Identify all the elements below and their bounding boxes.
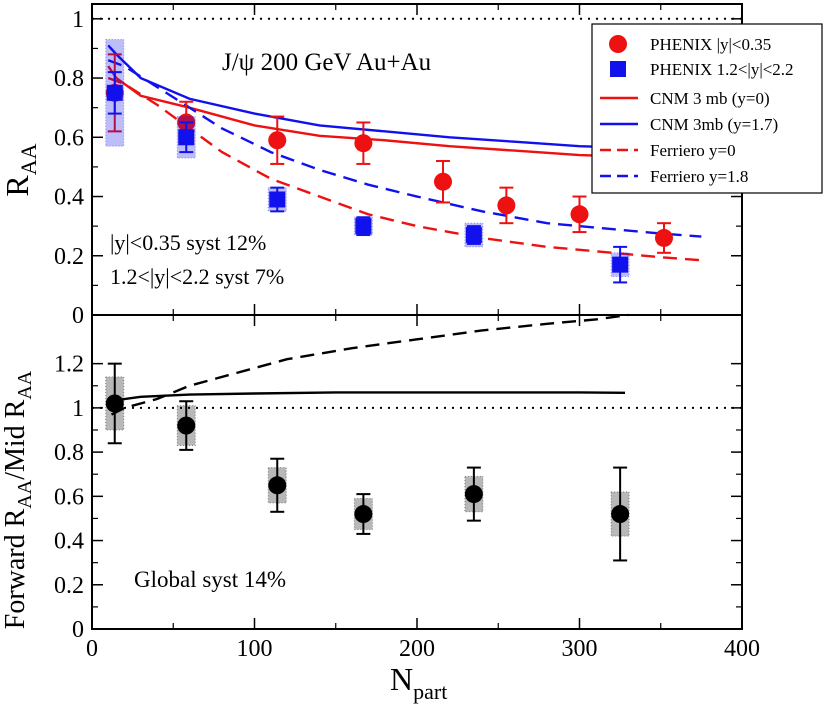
data-point <box>105 394 124 413</box>
data-point <box>178 129 195 146</box>
y-tick-label: 0.4 <box>54 529 84 555</box>
series-line <box>111 391 626 403</box>
forward-syst-annotation: 1.2<|y|<2.2 syst 7% <box>110 264 284 289</box>
ratio-label-sub1: AA <box>14 479 36 508</box>
ratio-label-part1: Forward R <box>0 508 31 629</box>
legend-box <box>591 23 823 194</box>
x-label-main: N <box>390 661 413 697</box>
y-tick-label: 0.2 <box>54 573 84 599</box>
y-tick-label: 0.2 <box>54 244 84 270</box>
data-point <box>497 196 516 215</box>
global-syst-annotation: Global syst 14% <box>134 567 286 592</box>
data-point <box>355 218 372 235</box>
chart-title: J/ψ 200 GeV Au+Au <box>222 49 432 76</box>
raa-panel: 0 0.2 0.4 0.6 0.8 1 <box>54 3 743 329</box>
bottom-y-axis-label: Forward RAA/Mid RAA <box>0 370 36 629</box>
legend-marker-phenix-fwd <box>610 61 626 77</box>
y-tick-label: 0.8 <box>54 440 84 466</box>
data-point <box>465 227 482 244</box>
legend-label-phenix-mid: PHENIX |y|<0.35 <box>650 35 771 54</box>
ratio-label-part2: /Mid R <box>0 399 31 479</box>
y-tick-label: 0.6 <box>54 125 84 151</box>
data-point <box>354 505 373 524</box>
svg-text:Forward RAA/Mid RAA: Forward RAA/Mid RAA <box>0 370 36 629</box>
x-tick-label: 100 <box>237 636 273 662</box>
data-point <box>611 505 630 524</box>
x-label-sub: part <box>413 679 447 704</box>
ratio-label-sub2: AA <box>14 370 36 399</box>
legend-label-phenix-fwd: PHENIX 1.2<|y|<2.2 <box>650 60 794 79</box>
svg-text:RAA: RAA <box>0 143 41 196</box>
data-point <box>106 84 123 101</box>
legend-marker-phenix-mid <box>609 35 627 53</box>
legend-label-cnm-fwd: CNM 3mb (y=1.7) <box>650 115 778 134</box>
data-point <box>655 228 673 247</box>
y-tick-label: 0 <box>72 617 84 643</box>
y-tick-label: 0.4 <box>54 185 84 211</box>
data-point <box>269 191 286 208</box>
series-line <box>110 313 629 416</box>
data-point <box>268 131 287 150</box>
ratio-panel: 0 0.2 0.4 0.6 0.8 1 1.2 0 100 200 300 400 <box>54 313 760 662</box>
x-tick-label: 400 <box>724 636 760 662</box>
legend-label-ferriero-fwd: Ferriero y=1.8 <box>650 167 748 186</box>
y-tick-label: 0.8 <box>54 66 84 92</box>
x-axis-label: Npart <box>390 661 447 704</box>
legend: PHENIX |y|<0.35 PHENIX 1.2<|y|<2.2 CNM 3… <box>591 23 823 194</box>
x-tick-label: 300 <box>562 636 598 662</box>
y-tick-label: 0 <box>72 303 84 329</box>
top-y-axis-label: RAA <box>0 143 41 196</box>
midrapidity-syst-annotation: |y|<0.35 syst 12% <box>110 230 266 255</box>
series-line <box>107 59 702 238</box>
legend-label-ferriero-mid: Ferriero y=0 <box>650 141 736 160</box>
data-point <box>268 476 287 495</box>
y-label-sub: AA <box>16 143 41 175</box>
y-tick-label: 0.6 <box>54 484 84 510</box>
y-tick-label: 1 <box>72 396 84 422</box>
data-point <box>434 172 452 191</box>
x-tick-label: 0 <box>86 636 98 662</box>
legend-label-cnm-mid: CNM 3 mb (y=0) <box>650 89 770 108</box>
series-line <box>107 76 702 262</box>
data-point <box>354 134 373 153</box>
data-point <box>612 256 629 273</box>
y-tick-label: 1.2 <box>54 352 84 378</box>
y-label-main: R <box>0 175 35 197</box>
x-tick-label: 200 <box>399 636 435 662</box>
y-tick-label: 1 <box>72 7 84 33</box>
data-point <box>464 485 483 504</box>
data-point <box>570 205 589 224</box>
data-point <box>177 416 196 435</box>
